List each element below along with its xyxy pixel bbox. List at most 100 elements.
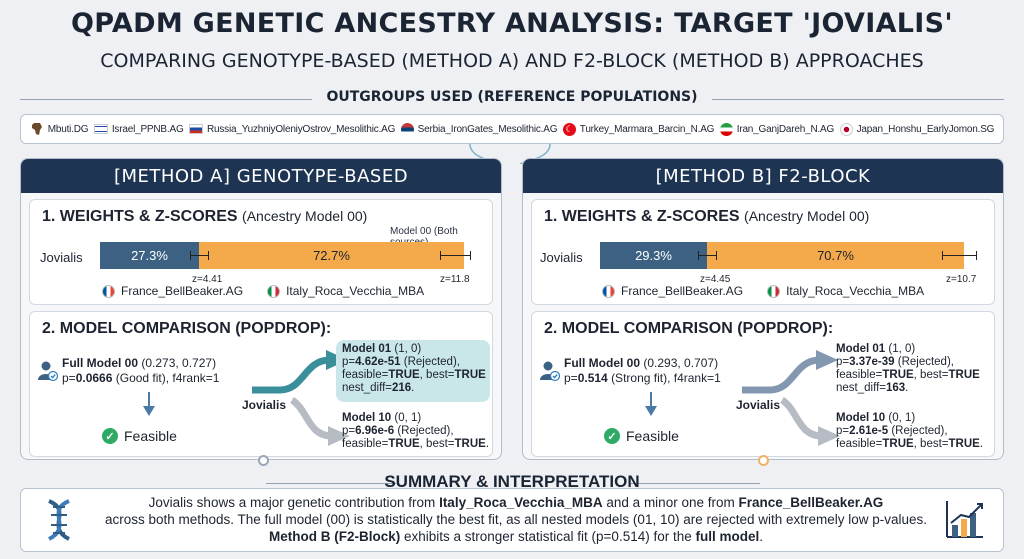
full-model-text: Full Model 00 (0.293, 0.707) p=0.514 (St… [564, 356, 721, 386]
person-check-icon [38, 361, 58, 382]
full-model-p: 0.0666 [75, 371, 113, 385]
best-key: , best= [419, 369, 455, 381]
nest-diff-key: nest_diff= [836, 382, 886, 394]
source-legend: France_BellBeaker.AG Italy_Roca_Vecchia_… [102, 284, 424, 298]
comparison-title: 2. MODEL COMPARISON (POPDROP): [42, 320, 332, 337]
model-10-name: Model 10 [342, 412, 392, 424]
flow-arrows [742, 350, 840, 446]
full-model-p: 0.514 [577, 371, 608, 385]
target-label: Jovialis [40, 250, 83, 265]
ancestry-bar: 27.3% 72.7% [100, 242, 464, 269]
error-cap [976, 251, 977, 260]
error-cap [208, 251, 209, 260]
bar-segment-italy: 72.7% [199, 242, 464, 269]
person-check-icon [540, 361, 560, 382]
feasible-key: feasible= [342, 369, 389, 381]
page-title: QPADM GENETIC ANCESTRY ANALYSIS: TARGET … [71, 8, 953, 39]
down-arrow-icon [143, 392, 155, 416]
full-model-fit: (Good fit), f4rank=1 [115, 371, 220, 385]
summary-text-part: . [759, 529, 764, 544]
outgroup-item: Japan_Honshu_EarlyJomon.SG [839, 122, 994, 136]
model-10-text: Model 10 (0, 1) p=6.96e-6 (Rejected), fe… [342, 412, 490, 450]
summary-text-part: Jovialis shows a major genetic contribut… [148, 495, 440, 510]
connector-node [258, 455, 269, 466]
error-bar [942, 255, 976, 256]
outgroup-label: Iran_GanjDareh_N.AG [736, 123, 835, 135]
weights-title-text: 1. WEIGHTS & Z-SCORES [544, 208, 740, 225]
model-01-feasible: TRUE [882, 369, 914, 381]
full-model-fit: (Strong fit), f4rank=1 [611, 371, 721, 385]
down-arrow-icon [645, 392, 657, 416]
source-legend: France_BellBeaker.AG Italy_Roca_Vecchia_… [602, 284, 924, 298]
feasible-status: ✓ Feasible [102, 428, 177, 444]
weights-subtitle: (Ancestry Model 00) [242, 208, 368, 224]
bar-segment-france: 29.3% [600, 242, 707, 269]
error-cap [942, 251, 943, 260]
model-01-name: Model 01 [836, 343, 886, 355]
feasible-label: Feasible [626, 428, 679, 444]
model-10-p: 6.96e-6 [355, 425, 395, 437]
error-cap [440, 251, 441, 260]
outgroup-label: Russia_YuzhniyOleniyOstrov_Mesolithic.AG [207, 123, 396, 135]
source-label: France_BellBeaker.AG [121, 284, 244, 298]
summary-text-part: France_BellBeaker.AG [738, 495, 884, 510]
z-score-label: z=4.45 [700, 274, 731, 285]
iran-flag-icon [719, 122, 733, 136]
outgroup-item: Mbuti.DG [30, 122, 89, 136]
method-b-header: [METHOD B] F2-BLOCK [523, 159, 1003, 193]
z-score-label: z=10.7 [946, 274, 977, 285]
p-label: p= [564, 371, 578, 385]
weights-title-text: 1. WEIGHTS & Z-SCORES [42, 208, 238, 225]
japan-flag-icon [839, 122, 853, 136]
outgroup-label: Serbia_IronGates_Mesolithic.AG [417, 123, 558, 135]
bar-segment-italy: 70.7% [707, 242, 964, 269]
model-01-name: Model 01 [342, 343, 392, 355]
full-model-name: Full Model 00 [564, 356, 641, 370]
comparison-section: 2. MODEL COMPARISON (POPDROP): Full Mode… [29, 311, 493, 457]
full-model-weights: (0.293, 0.707) [643, 356, 719, 370]
p-label: p= [62, 371, 76, 385]
dna-icon [47, 499, 71, 541]
france-flag-icon [102, 284, 115, 298]
feasible-status: ✓ Feasible [604, 428, 679, 444]
method-b-panel: [METHOD B] F2-BLOCK 1. WEIGHTS & Z-SCORE… [522, 158, 1004, 460]
summary-text: Jovialis shows a major genetic contribut… [101, 494, 931, 545]
error-bar [440, 255, 470, 256]
turkey-flag-icon: ☾ [562, 122, 576, 136]
summary-text-part: Method B (F2-Block) [268, 529, 401, 544]
model-10-feasible: TRUE [882, 438, 914, 450]
model-01-text: Model 01 (1, 0) p=3.37e-39 (Rejected), f… [836, 343, 980, 394]
method-a-panel: [METHOD A] GENOTYPE-BASED 1. WEIGHTS & Z… [20, 158, 502, 460]
error-cap [470, 251, 471, 260]
outgroup-item: Iran_GanjDareh_N.AG [719, 122, 835, 136]
target-label: Jovialis [540, 250, 583, 265]
weights-title: 1. WEIGHTS & Z-SCORES (Ancestry Model 00… [544, 208, 869, 226]
russia-flag-icon [189, 124, 203, 134]
model-01-nest-diff: 216 [391, 382, 412, 394]
z-score-label: z=11.8 [440, 274, 470, 285]
method-a-header: [METHOD A] GENOTYPE-BASED [21, 159, 501, 193]
model-10-status: (Rejected), [397, 425, 454, 437]
africa-map-icon [31, 123, 42, 135]
flow-label: Jovialis [736, 398, 781, 412]
model-01-nest-diff: 163 [885, 382, 906, 394]
model-01-status: (Rejected), [897, 356, 954, 368]
error-bar [190, 255, 208, 256]
model-01-weights: (1, 0) [394, 343, 422, 355]
weights-title: 1. WEIGHTS & Z-SCORES (Ancestry Model 00… [42, 208, 367, 226]
check-icon: ✓ [604, 428, 620, 444]
outgroup-item: ☾ Turkey_Marmara_Barcin_N.AG [562, 122, 714, 136]
italy-flag-icon [767, 284, 781, 298]
bar-segment-france: 27.3% [100, 242, 199, 269]
summary-box: Jovialis shows a major genetic contribut… [20, 488, 1004, 552]
model-01-best: TRUE [454, 369, 486, 381]
model-01-weights: (1, 0) [888, 343, 916, 355]
error-cap [716, 251, 717, 260]
error-bar [698, 255, 716, 256]
connector-node [758, 455, 769, 466]
model-10-name: Model 10 [836, 412, 886, 424]
weights-section: 1. WEIGHTS & Z-SCORES (Ancestry Model 00… [29, 199, 493, 305]
israel-flag-icon [93, 124, 108, 134]
flow-label: Jovialis [242, 398, 287, 412]
summary-heading: SUMMARY & INTERPRETATION [384, 472, 640, 491]
